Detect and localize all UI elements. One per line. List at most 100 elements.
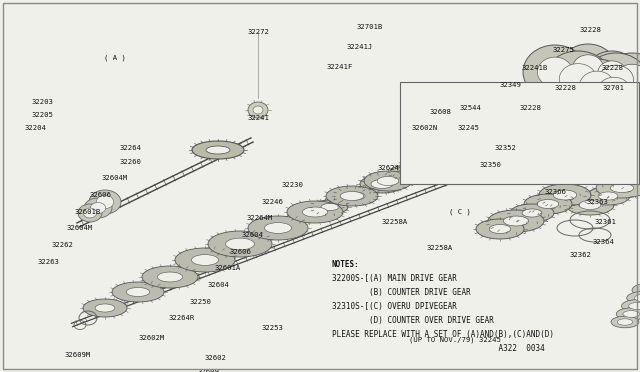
Text: 32544: 32544 (459, 105, 481, 111)
Text: 32258A: 32258A (382, 219, 408, 225)
Ellipse shape (504, 216, 529, 226)
Ellipse shape (264, 222, 291, 233)
Ellipse shape (390, 165, 426, 179)
Ellipse shape (287, 201, 343, 223)
Text: 32601A: 32601A (215, 265, 241, 271)
Ellipse shape (83, 299, 127, 317)
Ellipse shape (412, 163, 432, 171)
Text: 32602N: 32602N (412, 125, 438, 131)
Text: 32624: 32624 (377, 165, 399, 171)
Text: 32701: 32701 (602, 85, 624, 91)
Text: 32310S-[(C) OVERU DPIVEGEAR: 32310S-[(C) OVERU DPIVEGEAR (332, 302, 457, 311)
Text: (UP TO NOV./79) 32245: (UP TO NOV./79) 32245 (409, 337, 501, 343)
Ellipse shape (611, 316, 639, 328)
Text: 32349: 32349 (499, 82, 521, 88)
Ellipse shape (226, 238, 255, 250)
Text: 32602M: 32602M (139, 335, 165, 341)
Ellipse shape (618, 319, 633, 325)
Ellipse shape (253, 106, 263, 114)
Text: 32609M: 32609M (65, 352, 91, 358)
Ellipse shape (248, 102, 268, 118)
Ellipse shape (598, 192, 618, 200)
Text: 32366: 32366 (544, 189, 566, 195)
Ellipse shape (377, 176, 399, 186)
Ellipse shape (598, 65, 634, 95)
Ellipse shape (627, 291, 640, 305)
Ellipse shape (612, 83, 640, 109)
Text: 32701B: 32701B (357, 24, 383, 30)
Text: 32200S-[(A) MAIN DRIVE GEAR: 32200S-[(A) MAIN DRIVE GEAR (332, 274, 457, 283)
Ellipse shape (90, 202, 106, 214)
Ellipse shape (579, 75, 631, 119)
Ellipse shape (510, 204, 554, 222)
Ellipse shape (523, 45, 587, 99)
Ellipse shape (312, 200, 348, 214)
Ellipse shape (364, 171, 412, 191)
Text: A322  0034: A322 0034 (332, 344, 545, 353)
Text: 32275: 32275 (552, 47, 574, 53)
Ellipse shape (192, 141, 244, 159)
Ellipse shape (623, 311, 639, 317)
Text: 32352: 32352 (494, 145, 516, 151)
Ellipse shape (565, 59, 629, 113)
Text: ( A ): ( A ) (104, 55, 126, 61)
Bar (400, 82, 639, 184)
Ellipse shape (78, 204, 102, 222)
Text: 32264M: 32264M (247, 215, 273, 221)
Ellipse shape (522, 209, 542, 217)
Ellipse shape (616, 64, 640, 92)
Ellipse shape (95, 304, 115, 312)
Ellipse shape (248, 216, 308, 240)
Ellipse shape (521, 113, 539, 121)
Ellipse shape (416, 155, 448, 167)
Ellipse shape (628, 302, 640, 310)
Ellipse shape (611, 183, 634, 192)
Text: 32601B: 32601B (75, 209, 101, 215)
Ellipse shape (538, 57, 573, 87)
Ellipse shape (588, 165, 628, 181)
Ellipse shape (208, 231, 272, 257)
Text: 32350: 32350 (479, 162, 501, 168)
Ellipse shape (495, 124, 515, 132)
Text: 32260: 32260 (119, 159, 141, 165)
Ellipse shape (96, 195, 114, 209)
Text: PLEASE REPLACE WITH A SET OF (A)AND(B),(C)AND(D): PLEASE REPLACE WITH A SET OF (A)AND(B),(… (332, 330, 554, 339)
Ellipse shape (206, 146, 230, 154)
Text: 32604M: 32604M (102, 175, 128, 181)
Ellipse shape (302, 207, 328, 217)
Text: 32604: 32604 (207, 282, 229, 288)
Ellipse shape (464, 133, 496, 145)
Ellipse shape (489, 224, 511, 234)
Text: 32364: 32364 (592, 239, 614, 245)
Ellipse shape (632, 283, 640, 297)
Text: 32241: 32241 (247, 115, 269, 121)
Text: ( C ): ( C ) (449, 209, 471, 215)
Ellipse shape (544, 51, 612, 107)
Ellipse shape (560, 44, 616, 92)
Text: 32204: 32204 (24, 125, 46, 131)
Ellipse shape (112, 282, 164, 302)
Text: 32264: 32264 (119, 145, 141, 151)
Ellipse shape (566, 195, 614, 215)
Ellipse shape (539, 184, 591, 206)
Text: 32245: 32245 (457, 125, 479, 131)
Ellipse shape (584, 66, 640, 116)
Text: 32609: 32609 (197, 369, 219, 372)
Ellipse shape (586, 187, 630, 205)
Text: 32272: 32272 (247, 29, 269, 35)
Ellipse shape (559, 64, 596, 94)
Text: 32250: 32250 (189, 299, 211, 305)
Ellipse shape (616, 308, 640, 320)
Text: 32604: 32604 (241, 232, 263, 238)
Ellipse shape (598, 61, 627, 85)
Text: 32241B: 32241B (522, 65, 548, 71)
Ellipse shape (512, 110, 548, 124)
Ellipse shape (84, 198, 112, 218)
Ellipse shape (554, 190, 577, 200)
Ellipse shape (335, 188, 375, 204)
Ellipse shape (89, 190, 121, 214)
Ellipse shape (596, 178, 640, 198)
Ellipse shape (400, 158, 444, 176)
Ellipse shape (435, 145, 475, 161)
Text: NOTES:: NOTES: (332, 260, 360, 269)
